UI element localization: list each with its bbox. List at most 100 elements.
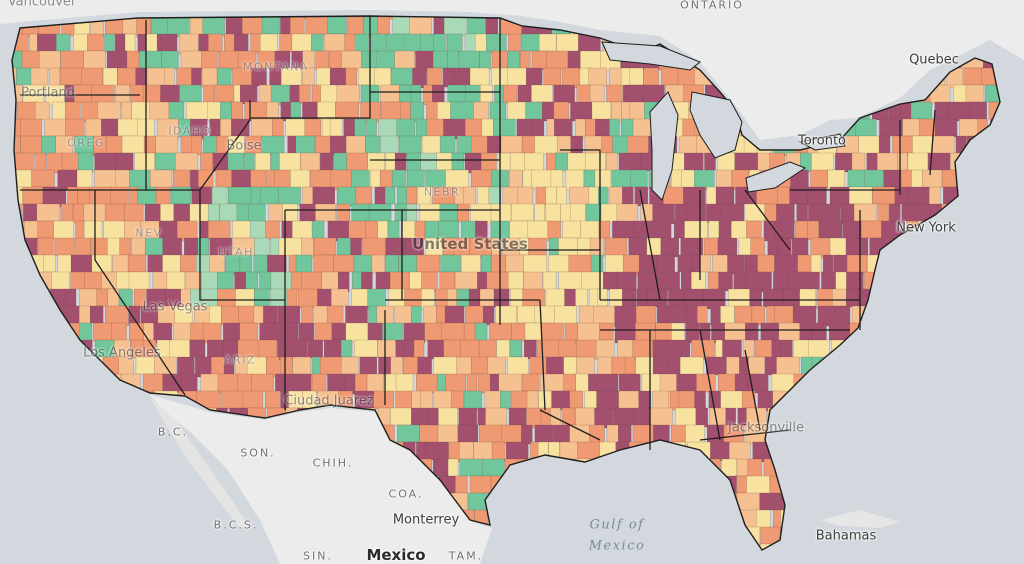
county-region[interactable] xyxy=(377,339,396,359)
county-region[interactable] xyxy=(463,186,477,208)
county-region[interactable] xyxy=(679,356,704,376)
county-region[interactable] xyxy=(908,186,930,205)
county-region[interactable] xyxy=(280,356,293,376)
county-region[interactable] xyxy=(482,305,495,326)
county-region[interactable] xyxy=(878,135,891,156)
county-region[interactable] xyxy=(599,322,614,341)
county-region[interactable] xyxy=(596,390,619,411)
county-region[interactable] xyxy=(725,407,736,428)
county-region[interactable] xyxy=(591,101,612,121)
county-region[interactable] xyxy=(577,237,592,258)
county-region[interactable] xyxy=(455,271,478,290)
county-region[interactable] xyxy=(389,271,410,291)
county-region[interactable] xyxy=(736,475,749,494)
county-region[interactable] xyxy=(172,169,191,190)
county-region[interactable] xyxy=(259,271,272,291)
county-region[interactable] xyxy=(87,33,104,52)
county-region[interactable] xyxy=(379,169,393,190)
county-region[interactable] xyxy=(145,33,158,54)
county-region[interactable] xyxy=(290,101,301,120)
county-region[interactable] xyxy=(445,373,467,394)
county-region[interactable] xyxy=(507,50,520,70)
county-region[interactable] xyxy=(796,203,808,224)
county-region[interactable] xyxy=(821,271,838,290)
county-region[interactable] xyxy=(411,305,422,325)
county-region[interactable] xyxy=(652,339,668,360)
county-region[interactable] xyxy=(115,152,134,173)
county-region[interactable] xyxy=(265,390,281,409)
county-region[interactable] xyxy=(23,203,38,224)
county-region[interactable] xyxy=(390,407,412,426)
county-region[interactable] xyxy=(629,101,646,122)
county-region[interactable] xyxy=(486,33,507,54)
county-region[interactable] xyxy=(354,254,373,274)
county-region[interactable] xyxy=(464,305,485,324)
county-region[interactable] xyxy=(605,254,625,274)
county-region[interactable] xyxy=(553,424,573,444)
county-region[interactable] xyxy=(117,118,140,137)
county-region[interactable] xyxy=(391,67,413,86)
county-region[interactable] xyxy=(341,50,362,71)
county-region[interactable] xyxy=(164,67,175,87)
county-region[interactable] xyxy=(628,237,647,258)
county-region[interactable] xyxy=(421,135,442,155)
county-region[interactable] xyxy=(678,390,697,410)
county-region[interactable] xyxy=(70,271,85,290)
county-region[interactable] xyxy=(510,390,530,411)
county-region[interactable] xyxy=(652,356,669,376)
county-region[interactable] xyxy=(220,390,244,410)
county-region[interactable] xyxy=(385,33,404,53)
county-region[interactable] xyxy=(354,339,378,358)
county-region[interactable] xyxy=(551,390,570,411)
county-region[interactable] xyxy=(723,424,744,444)
county-region[interactable] xyxy=(510,288,524,308)
county-region[interactable] xyxy=(279,33,294,53)
county-region[interactable] xyxy=(548,254,570,273)
county-region[interactable] xyxy=(589,424,605,444)
county-region[interactable] xyxy=(463,390,483,411)
county-region[interactable] xyxy=(397,424,420,443)
county-region[interactable] xyxy=(37,237,54,258)
county-region[interactable] xyxy=(173,203,191,222)
county-region[interactable] xyxy=(251,373,274,393)
county-region[interactable] xyxy=(666,356,681,376)
county-region[interactable] xyxy=(327,16,347,35)
county-region[interactable] xyxy=(485,16,499,35)
county-region[interactable] xyxy=(656,254,675,274)
county-region[interactable] xyxy=(181,373,198,392)
county-region[interactable] xyxy=(542,271,557,292)
county-region[interactable] xyxy=(396,118,415,139)
county-region[interactable] xyxy=(616,203,638,223)
county-region[interactable] xyxy=(211,186,228,207)
county-region[interactable] xyxy=(34,101,50,121)
county-region[interactable] xyxy=(718,373,738,393)
county-region[interactable] xyxy=(278,237,303,257)
county-region[interactable] xyxy=(60,67,83,86)
county-region[interactable] xyxy=(101,271,118,290)
county-region[interactable] xyxy=(234,356,250,376)
county-region[interactable] xyxy=(650,407,673,427)
county-region[interactable] xyxy=(65,101,81,122)
county-region[interactable] xyxy=(538,33,557,52)
county-region[interactable] xyxy=(827,169,845,190)
county-region[interactable] xyxy=(763,288,785,308)
county-region[interactable] xyxy=(197,169,214,188)
county-region[interactable] xyxy=(207,203,220,222)
county-region[interactable] xyxy=(531,50,549,71)
county-region[interactable] xyxy=(312,186,335,206)
county-region[interactable] xyxy=(131,237,146,256)
county-region[interactable] xyxy=(39,50,61,71)
county-region[interactable] xyxy=(595,339,615,360)
county-region[interactable] xyxy=(764,356,778,376)
county-region[interactable] xyxy=(413,339,425,359)
county-region[interactable] xyxy=(500,135,523,154)
county-region[interactable] xyxy=(531,118,545,139)
county-region[interactable] xyxy=(139,50,162,69)
county-region[interactable] xyxy=(667,339,691,359)
county-region[interactable] xyxy=(432,186,456,205)
county-region[interactable] xyxy=(234,33,249,53)
county-region[interactable] xyxy=(409,16,432,37)
county-region[interactable] xyxy=(948,101,971,122)
county-region[interactable] xyxy=(835,152,854,173)
county-region[interactable] xyxy=(589,84,605,103)
